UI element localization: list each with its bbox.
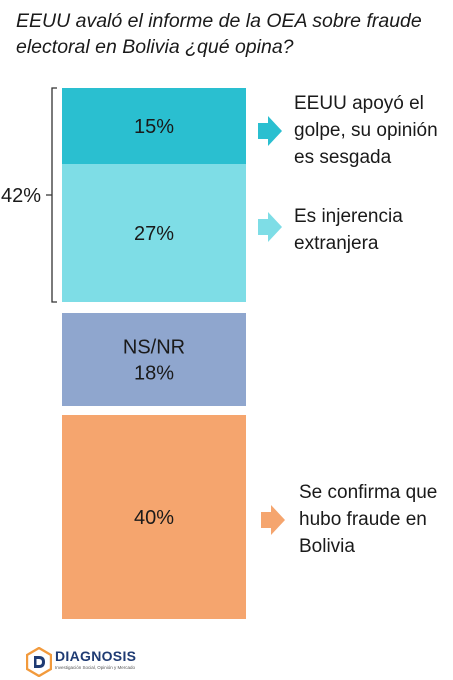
logo-name: DIAGNOSIS xyxy=(55,648,137,664)
segment-nsnr-value-label: 18% xyxy=(134,363,174,385)
segment-sesgada-label: 15% xyxy=(134,116,174,138)
segment-fraude-bar xyxy=(62,415,246,619)
callout-sesgada-line-2: golpe, su opinión xyxy=(294,120,438,141)
segment-nsnr-bar xyxy=(62,313,246,406)
stacked-bar-chart: 15% 27% NS/NR 18% 40% 42% xyxy=(1,87,285,619)
callout-sesgada: EEUU apoyó el golpe, su opinión es sesga… xyxy=(294,90,444,171)
group-label: 42% xyxy=(1,185,41,207)
callout-sesgada-line-3: es sesgada xyxy=(294,147,392,168)
segment-fraude-label: 40% xyxy=(134,507,174,529)
callout-fraude-line-1: Se confirma que xyxy=(299,482,438,503)
callout-injerencia: Es injerencia extranjera xyxy=(294,203,444,257)
callout-injerencia-line-2: extranjera xyxy=(294,233,379,254)
chart-title: EEUU avaló el informe de la OEA sobre fr… xyxy=(16,10,422,58)
logo-tagline: Investigación Social, Opinión y Mercado xyxy=(55,665,136,670)
arrow-sesgada xyxy=(258,116,282,146)
diagnosis-logo: DIAGNOSIS Investigación Social, Opinión … xyxy=(26,647,156,677)
segment-sesgada-bar xyxy=(62,88,246,164)
callout-fraude-line-3: Bolivia xyxy=(299,536,355,557)
segment-injerencia-bar xyxy=(62,164,246,302)
callout-sesgada-line-1: EEUU apoyó el xyxy=(294,93,424,114)
callout-fraude-line-2: hubo fraude en xyxy=(299,509,427,530)
segment-nsnr-label: NS/NR xyxy=(123,337,185,359)
callout-injerencia-line-1: Es injerencia xyxy=(294,206,403,227)
segment-injerencia-label: 27% xyxy=(134,223,174,245)
callout-fraude: Se confirma que hubo fraude en Bolivia xyxy=(299,479,449,560)
diagnosis-logo-icon xyxy=(26,647,52,677)
group-bracket xyxy=(46,87,57,303)
arrow-fraude xyxy=(261,505,285,535)
arrow-injerencia xyxy=(258,212,282,242)
